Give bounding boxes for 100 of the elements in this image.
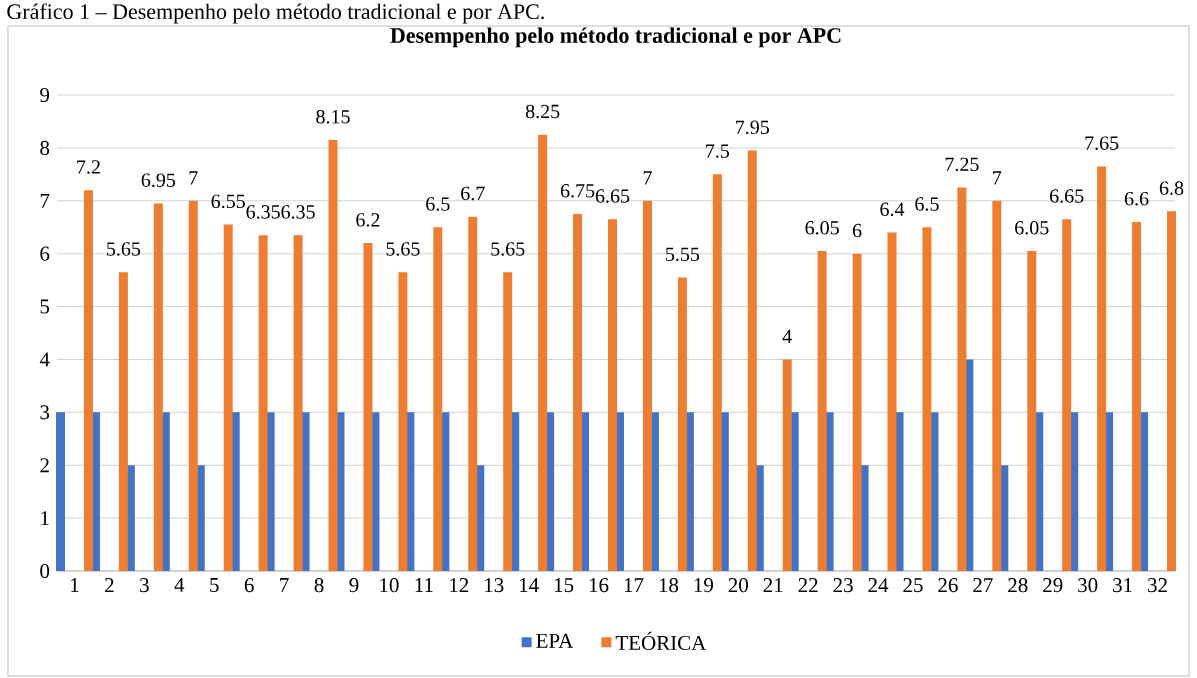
x-tick-label: 31 [1113,578,1132,593]
y-tick-label: 1 [41,511,49,526]
x-tick-label: 20 [728,578,748,593]
data-label: 7.25 [945,157,979,172]
bar [328,139,338,571]
bar [1097,166,1107,571]
data-label: 6.6 [1124,192,1149,206]
y-tick-label: 9 [40,87,50,103]
bar [503,272,513,571]
data-label: 5.65 [491,242,525,256]
x-tick-label: 2 [105,578,114,592]
data-label: 5.65 [386,242,420,256]
data-label: 7.2 [77,160,100,174]
y-tick-label: 0 [40,563,50,579]
bar [1167,211,1177,571]
bar [573,214,583,571]
data-label: 5.65 [107,242,141,256]
legend-label: TEÓRICA [615,631,707,650]
bar [153,203,163,571]
bar [992,200,1002,571]
bar [782,359,792,571]
bar [1027,251,1037,571]
bar [118,272,128,571]
data-label: 6.95 [141,173,176,188]
data-label: 6.65 [1050,189,1084,203]
data-label: 7 [189,171,198,185]
bar [642,200,652,571]
x-tick-label: 12 [450,578,469,592]
data-label: 6.5 [426,197,450,211]
data-label: 4 [782,329,792,344]
x-tick-label: 18 [659,578,679,593]
data-label: 5.55 [666,247,700,262]
y-tick-label: 6 [40,246,50,261]
bar [258,235,268,571]
bar [223,224,233,571]
bar [433,227,443,571]
bar [56,412,65,571]
data-label: 6.75 [560,184,595,198]
bar [83,190,93,571]
data-label: 6.5 [915,197,939,211]
data-label: 6.4 [880,202,905,217]
chart-title: Desempenho pelo método tradicional e por APC [390,27,841,48]
data-label: 6.55 [211,194,245,209]
data-label: 6.7 [461,186,485,201]
data-label: 6.35 [281,205,315,219]
x-tick-label: 1 [71,578,79,592]
x-tick-label: 23 [833,578,853,593]
y-tick-label: 3 [40,405,50,420]
y-tick-label: 2 [40,458,49,473]
x-tick-label: 29 [1043,578,1063,593]
data-label: 6.2 [356,213,380,227]
data-label: 7 [643,171,652,185]
data-label: 7 [993,171,1002,185]
x-tick-label: 11 [415,578,433,592]
x-tick-label: 17 [624,578,644,592]
x-tick-label: 21 [763,578,783,592]
bar [468,216,478,571]
x-tick-label: 13 [485,578,504,593]
x-tick-label: 3 [140,578,149,593]
data-label: 6.35 [246,205,280,219]
bar [677,277,687,571]
bar [398,272,408,571]
data-label: 8.15 [316,109,350,124]
bar [957,187,967,571]
bar [1132,221,1142,571]
x-tick-label: 27 [973,578,993,592]
x-tick-label: 28 [1008,578,1028,593]
bar [363,243,373,571]
x-tick-label: 4 [174,578,185,592]
y-tick-label: 4 [39,352,50,367]
x-tick-label: 32 [1148,578,1167,593]
x-tick-label: 9 [349,578,359,593]
x-tick-label: 7 [280,578,289,592]
x-tick-label: 19 [694,578,713,593]
data-label: 7.95 [736,120,769,135]
y-tick-label: 7 [40,193,50,208]
x-tick-label: 14 [520,578,539,592]
x-tick-label: 8 [314,578,324,593]
data-label: 7.65 [1085,136,1119,150]
x-tick-label: 10 [380,578,399,593]
x-tick-label: 26 [938,578,958,593]
bar [608,219,618,571]
bar [747,150,757,571]
y-tick-label: 8 [40,140,50,155]
bar [538,134,548,571]
bar [1062,219,1072,571]
data-label: 6.05 [1015,221,1049,235]
data-label: 6.8 [1159,181,1184,195]
data-label: 6.65 [595,189,630,203]
bar [188,200,198,571]
x-tick-label: 24 [868,578,889,592]
data-label: 8.25 [525,104,560,119]
x-tick-label: 15 [554,578,574,593]
bar [852,253,862,571]
y-tick-label: 5 [40,299,50,314]
data-label: 6.05 [805,221,839,235]
bar [887,232,897,571]
x-tick-label: 25 [903,578,923,593]
x-tick-label: 5 [210,578,219,593]
text: Gráfico 1 – Desempenho pelo método tradicional e por APC. [7,3,544,24]
